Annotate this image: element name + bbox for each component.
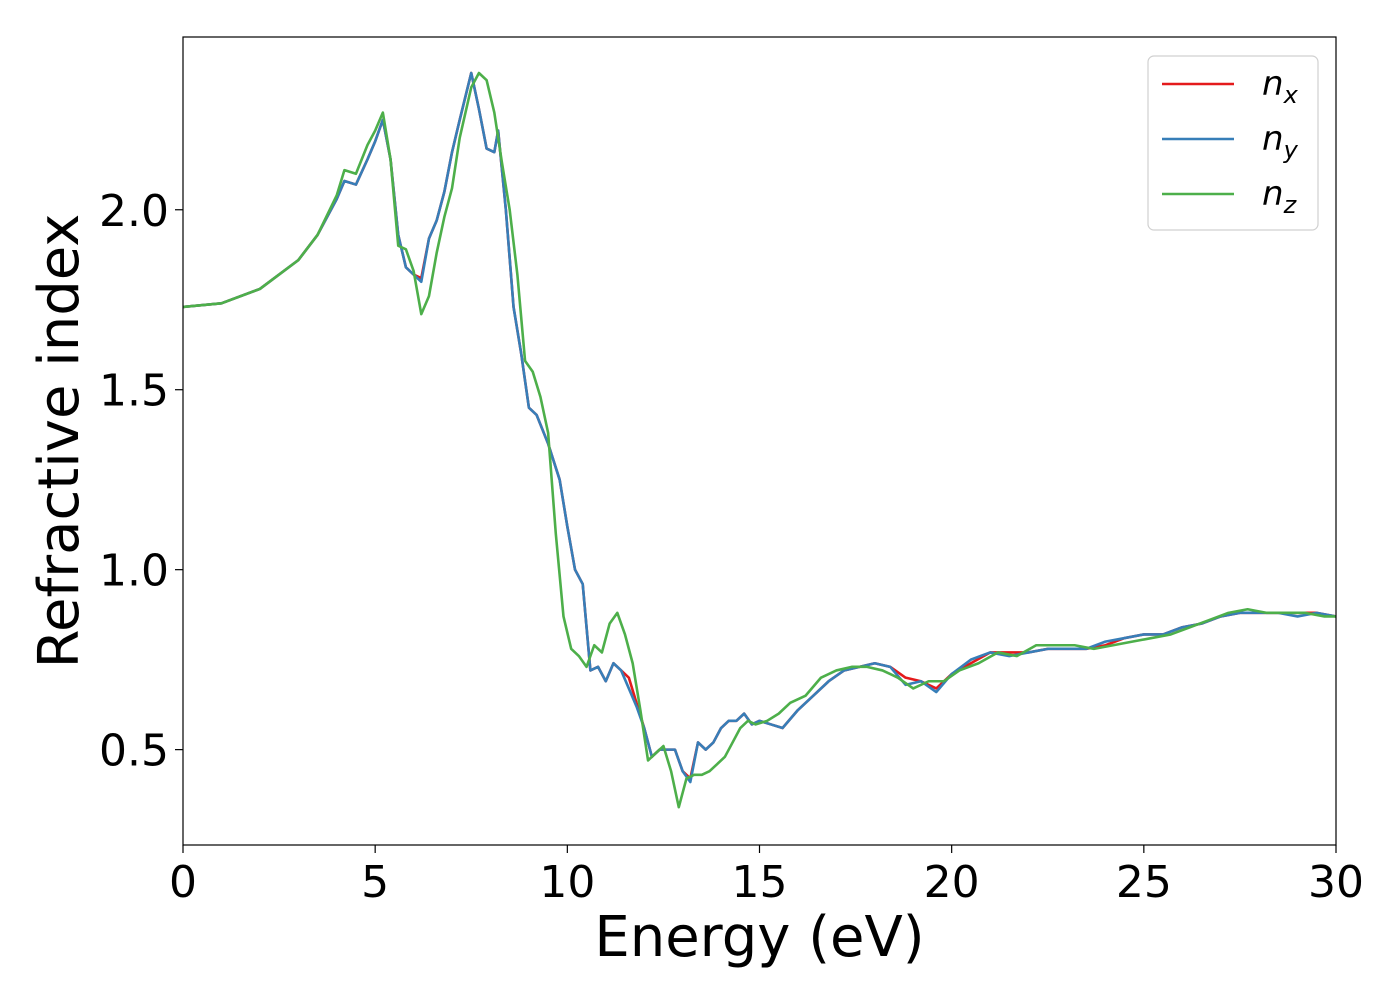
legend-box — [1147, 55, 1319, 231]
y-tick-label: 1.0 — [99, 546, 169, 597]
legend-label-nz: nz — [1262, 174, 1298, 219]
x-tick-label: 15 — [732, 857, 788, 908]
legend-label-nx: nx — [1262, 64, 1299, 109]
x-tick-label: 25 — [1116, 857, 1172, 908]
x-axis-ticks: 0 5 10 15 20 25 30 — [169, 845, 1364, 908]
x-tick-label: 30 — [1308, 857, 1364, 908]
y-tick-label: 2.0 — [99, 186, 169, 237]
y-tick-label: 0.5 — [99, 726, 169, 777]
y-axis-ticks: 0.5 1.0 1.5 2.0 — [99, 186, 183, 777]
y-axis-title: Refractive index — [27, 214, 92, 669]
x-axis-title: Energy (eV) — [594, 905, 924, 970]
legend: nx ny nz — [1147, 55, 1319, 231]
plot-lines — [183, 71, 1336, 809]
x-tick-label: 20 — [924, 857, 980, 908]
y-tick-label: 1.5 — [99, 366, 169, 417]
series-line-nz — [183, 71, 1336, 809]
legend-label-ny: ny — [1262, 119, 1299, 164]
x-tick-label: 0 — [169, 857, 197, 908]
x-tick-label: 5 — [361, 857, 389, 908]
x-tick-label: 10 — [539, 857, 595, 908]
